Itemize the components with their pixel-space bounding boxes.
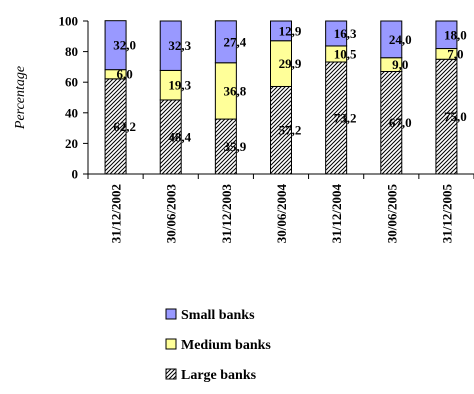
x-tick-label: 31/12/2002 [109, 184, 124, 243]
data-label: 73,2 [334, 111, 357, 126]
bar-segment-small-banks [325, 20, 348, 47]
bar-segment-small-banks [104, 20, 127, 71]
data-label: 36,8 [223, 83, 246, 98]
data-label: 48,4 [168, 129, 191, 144]
bar-segment-small-banks [159, 20, 182, 71]
y-tick-label: 60 [65, 75, 78, 90]
legend-label-large-banks: Large banks [181, 368, 257, 383]
bar-segment-small-banks [435, 20, 458, 50]
data-label: 9,0 [392, 57, 408, 72]
data-label: 75,0 [444, 109, 467, 124]
x-tick-label: 31/12/2003 [219, 184, 234, 244]
y-tick-label: 0 [72, 167, 79, 182]
x-tick-label: 31/12/2004 [329, 184, 344, 244]
data-label: 27,4 [223, 34, 246, 49]
legend-swatch-small-banks [165, 308, 177, 320]
legend-swatch-medium-banks [165, 338, 177, 350]
data-label: 24,0 [389, 32, 412, 47]
data-label: 19,3 [168, 78, 191, 93]
data-label: 10,5 [334, 46, 357, 61]
data-label: 16,3 [334, 26, 357, 41]
x-tick-label: 31/12/2005 [439, 184, 454, 244]
data-label: 7,0 [447, 46, 463, 61]
data-label: 35,9 [223, 139, 246, 154]
y-tick-label: 40 [65, 105, 78, 120]
data-label: 12,9 [279, 23, 302, 38]
data-label: 29,9 [279, 56, 302, 71]
x-tick-label: 30/06/2004 [274, 184, 289, 244]
bar-segment-small-banks [270, 20, 292, 42]
x-tick-label: 30/06/2003 [164, 184, 179, 244]
y-tick-label: 100 [59, 14, 79, 29]
data-label: 18,0 [444, 27, 467, 42]
legend-swatch-large-banks [165, 368, 177, 380]
data-label: 32,3 [168, 38, 191, 53]
y-tick-label: 80 [65, 44, 78, 59]
x-tick-label: 30/06/2005 [384, 184, 399, 244]
y-tick-label: 20 [65, 136, 78, 151]
data-label: 67,0 [389, 115, 412, 130]
data-label: 57,2 [279, 123, 302, 138]
bar-segment-small-banks [214, 20, 237, 64]
legend-label-small-banks: Small banks [181, 308, 255, 323]
data-label: 32,0 [113, 38, 136, 53]
y-axis-title: Percentage [13, 66, 28, 130]
data-label: 6,0 [116, 67, 132, 82]
legend-label-medium-banks: Medium banks [181, 338, 271, 353]
data-label: 62,2 [113, 119, 136, 134]
bar-segment-small-banks [380, 20, 403, 59]
